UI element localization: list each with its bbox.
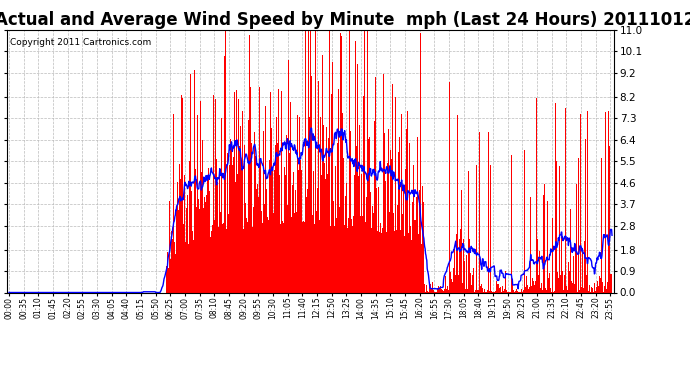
Text: Copyright 2011 Cartronics.com: Copyright 2011 Cartronics.com <box>10 38 151 47</box>
Text: Actual and Average Wind Speed by Minute  mph (Last 24 Hours) 20111012: Actual and Average Wind Speed by Minute … <box>0 11 690 29</box>
